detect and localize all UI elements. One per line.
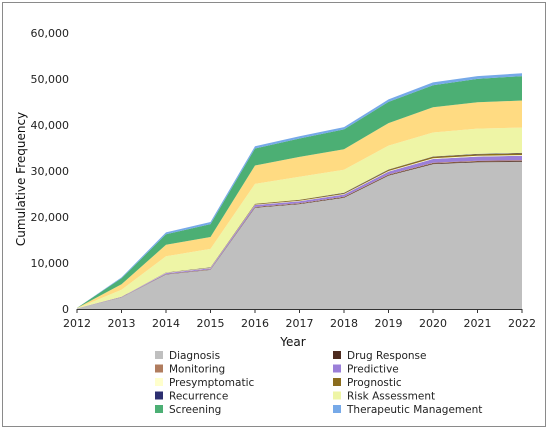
legend-label: Therapeutic Management: [346, 404, 482, 416]
legend-swatch: [155, 378, 163, 386]
legend-label: Risk Assessment: [347, 391, 435, 403]
x-tick-label: 2019: [375, 317, 403, 330]
legend-item: Recurrence: [155, 391, 228, 403]
legend-swatch: [333, 378, 341, 386]
x-axis-title: Year: [279, 335, 305, 349]
y-tick-label: 60,000: [31, 27, 70, 40]
legend-item: Predictive: [333, 364, 399, 376]
chart-frame: 2012 2013 2014 2015 2016 2017 2018 2019 2020 2021…: [2, 2, 546, 427]
x-tick-label: 2018: [330, 317, 358, 330]
legend-label: Prognostic: [347, 377, 402, 389]
x-tick-label: 2013: [108, 317, 136, 330]
legend-swatch: [155, 364, 163, 373]
legend-label: Recurrence: [169, 391, 228, 403]
legend-item: Therapeutic Management: [333, 404, 482, 416]
legend-swatch: [333, 391, 341, 400]
y-tick-label: 30,000: [31, 165, 70, 178]
x-tick-label: 2015: [197, 317, 225, 330]
x-tick-label: 2022: [508, 317, 536, 330]
legend-swatch: [333, 351, 341, 359]
stacked-area-chart: 2012 2013 2014 2015 2016 2017 2018 2019 2020 2021…: [14, 27, 537, 416]
legend-item: Drug Response: [333, 350, 427, 362]
legend-swatch: [155, 351, 163, 359]
y-tick-label: 0: [62, 303, 69, 316]
y-tick-label: 10,000: [31, 257, 70, 270]
y-tick-label: 50,000: [31, 73, 70, 86]
legend-swatch: [333, 405, 341, 413]
x-tick-label: 2012: [63, 317, 91, 330]
area-screening: [77, 100, 522, 309]
legend-item: Prognostic: [333, 377, 402, 389]
legend-label: Diagnosis: [169, 350, 220, 362]
legend-swatch: [333, 364, 341, 373]
legend-item: Risk Assessment: [333, 391, 435, 403]
area-diagnosis: [77, 161, 522, 309]
legend-label: Drug Response: [347, 350, 427, 362]
x-tick-label: 2014: [152, 317, 180, 330]
x-tick-label: 2020: [419, 317, 447, 330]
y-axis-title: Cumulative Frequency: [14, 112, 28, 246]
legend-label: Screening: [169, 404, 221, 416]
legend-item: Presymptomatic: [155, 377, 255, 389]
area-therapeutic-management: [77, 76, 522, 308]
x-tick-label: 2017: [286, 317, 314, 330]
legend-item: Diagnosis: [155, 350, 220, 362]
legend-item: Monitoring: [155, 364, 225, 376]
y-tick-label: 40,000: [31, 119, 70, 132]
legend-item: Screening: [155, 404, 221, 416]
legend-label: Monitoring: [169, 364, 225, 376]
x-tick-label: 2021: [464, 317, 492, 330]
area-risk-assessment: [77, 127, 522, 309]
x-tick-label: 2016: [241, 317, 269, 330]
y-tick-label: 20,000: [31, 211, 70, 224]
axes-layer: 2012 2013 2014 2015 2016 2017 2018 2019 2020 2021…: [31, 27, 537, 330]
legend-label: Presymptomatic: [169, 377, 255, 389]
area-layer: [77, 73, 522, 309]
legend-swatch: [155, 391, 163, 400]
legend-label: Predictive: [347, 364, 399, 376]
legend-swatch: [155, 405, 163, 413]
